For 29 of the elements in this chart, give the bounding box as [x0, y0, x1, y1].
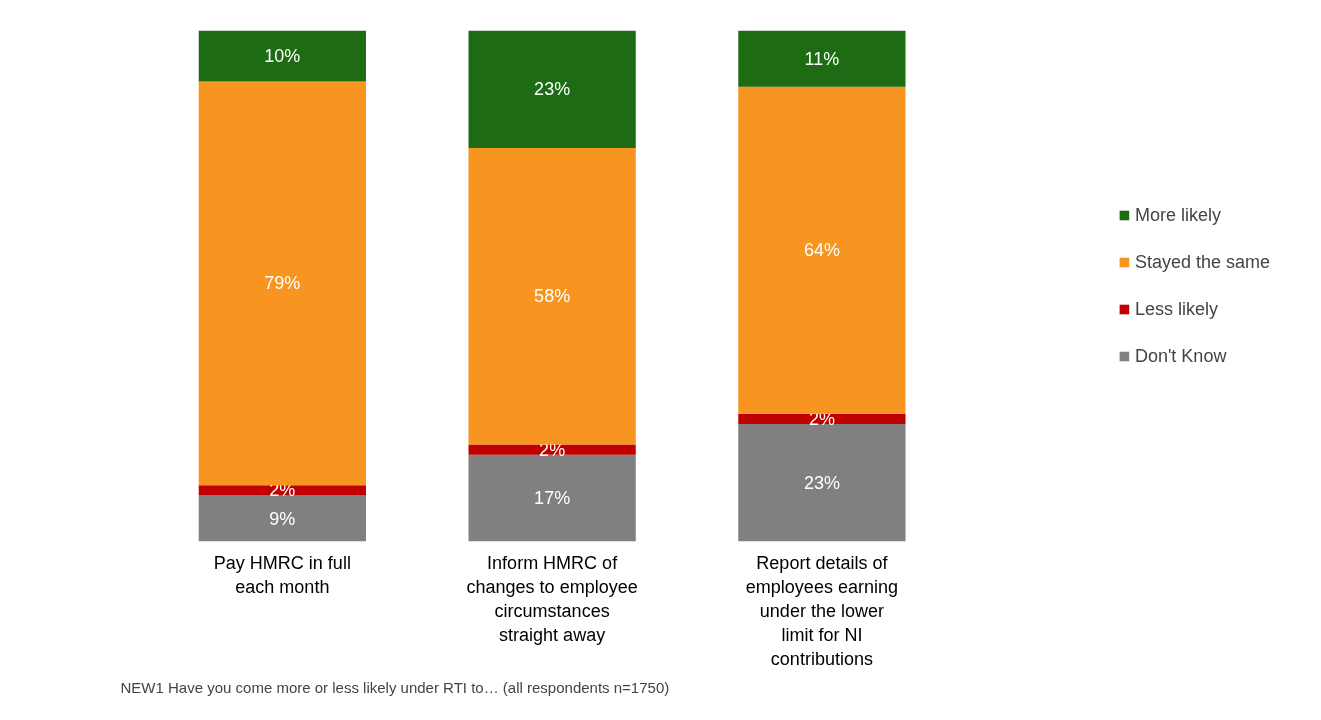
- data-label: 64%: [803, 240, 840, 261]
- bar: [198, 81, 366, 486]
- bar: [468, 444, 636, 455]
- text: NEW1 Have you come more or less likely under RTI to… (all respondents n=1750): [120, 678, 670, 696]
- x-tick-label: Inform HMRC of changes to employee circumstances straight away: [466, 552, 638, 645]
- x-tick-label: Pay HMRC in full each month: [213, 552, 351, 597]
- data-label: 17%: [534, 488, 571, 509]
- bar: [198, 30, 366, 82]
- bar: [198, 485, 366, 496]
- legend-label: Less likely: [1134, 298, 1218, 320]
- bar: [468, 148, 636, 445]
- data-label: 10%: [264, 46, 301, 67]
- bar: [468, 454, 636, 542]
- x-tick-label: Report details of employees earning under the lower limit for NI contributions: [745, 552, 898, 669]
- legend-label: Stayed the same: [1134, 251, 1270, 273]
- bar: [738, 423, 906, 542]
- data-label: 79%: [264, 273, 301, 294]
- legend-label: Don't Know: [1134, 345, 1227, 367]
- data-label: 11%: [804, 48, 840, 69]
- data-label: 58%: [534, 286, 571, 307]
- data-label: 23%: [803, 472, 840, 493]
- data-label: 9%: [269, 508, 296, 529]
- legend-label: More likely: [1134, 204, 1221, 226]
- bar: [738, 86, 906, 414]
- bar: [738, 30, 906, 87]
- data-label: 23%: [534, 79, 571, 100]
- bar: [468, 30, 636, 149]
- bar: [198, 495, 366, 542]
- bar: [738, 413, 906, 424]
